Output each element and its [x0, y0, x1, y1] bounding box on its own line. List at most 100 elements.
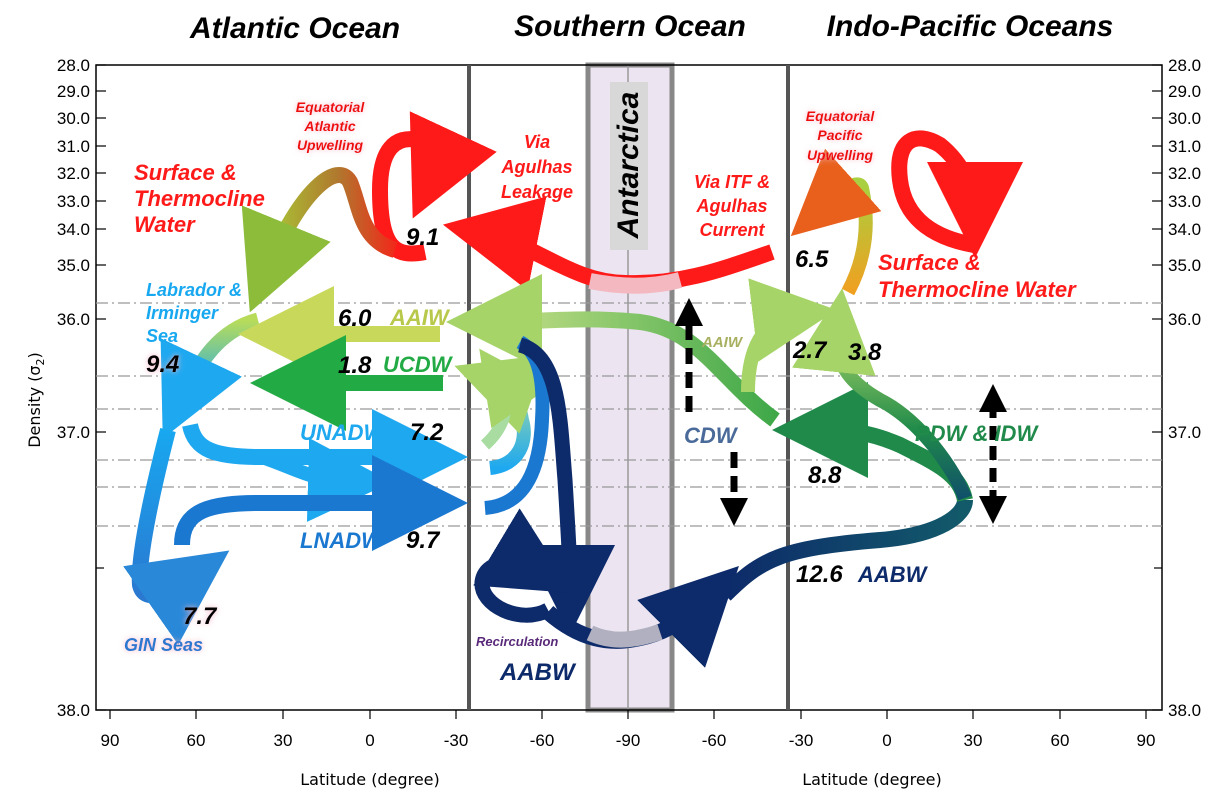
atlantic-unadw-branch-arrow [259, 437, 392, 522]
y-tick-labels-left: 28.0 29.0 30.0 31.0 32.0 33.0 34.0 35.0 … [57, 56, 90, 720]
ytick: 28.0 [57, 56, 90, 75]
svg-text:Via: Via [524, 132, 550, 152]
atlantic-surface-water-label: Surface & Thermocline Water [134, 160, 265, 237]
pdw-idw-label: PDW & IDW [915, 421, 1039, 446]
atlantic-lnadw-arrow [174, 455, 468, 551]
plot-frame [95, 64, 1163, 711]
x-tick-marks [109, 710, 1147, 719]
ytick: 38.0 [1168, 701, 1201, 720]
svg-text:Thermocline: Thermocline [134, 186, 265, 211]
pacific-surface-water-label: Surface & Thermocline Water [878, 250, 1077, 302]
xtick: 90 [1137, 731, 1156, 750]
aabw-faded-segment [586, 624, 663, 648]
value-97: 9.7 [406, 527, 441, 554]
ytick: 30.0 [57, 109, 90, 128]
recirculation-loop-arrow [473, 508, 574, 623]
svg-text:Via ITF &: Via ITF & [694, 172, 770, 192]
ytick: 28.0 [1168, 56, 1201, 75]
xtick: 0 [365, 731, 374, 750]
y-tick-labels-right: 28.0 29.0 30.0 31.0 32.0 33.0 34.0 35.0 … [1168, 56, 1201, 720]
xtick: 60 [187, 731, 206, 750]
value-94: 9.4 [146, 351, 179, 378]
xtick: -60 [702, 731, 727, 750]
value-27: 2.7 [792, 337, 828, 364]
xtick: 30 [274, 731, 293, 750]
svg-text:Labrador &: Labrador & [146, 280, 242, 300]
cdw-label: CDW [684, 423, 739, 448]
value-88: 8.8 [808, 462, 842, 489]
xtick: -90 [616, 731, 641, 750]
itf-agulhas-label: Via ITF & Agulhas Current [694, 172, 770, 240]
atlantic-aaiw-label: AAIW [389, 305, 451, 330]
ytick: 37.0 [57, 423, 90, 442]
x-axis-label-right: Latitude (degree) [802, 770, 942, 789]
ytick: 32.0 [1168, 164, 1201, 183]
svg-text:Pacific: Pacific [817, 127, 862, 143]
ytick: 37.0 [1168, 423, 1201, 442]
svg-text:Atlantic: Atlantic [303, 118, 356, 134]
pacific-upwelling-label: Equatorial Pacific Upwelling [806, 108, 876, 163]
southern-lnadw-loop-arrow [484, 335, 550, 515]
atlantic-surface-water-arrow [241, 167, 398, 313]
svg-text:Leakage: Leakage [501, 182, 573, 202]
ytick: 34.0 [1168, 220, 1201, 239]
lnadw-label: LNADW [300, 528, 384, 553]
southern-upper-loop-2-arrow [479, 348, 551, 450]
labrador-sinking-arrow [160, 312, 261, 439]
value-91: 9.1 [406, 224, 439, 251]
svg-text:Upwelling: Upwelling [297, 137, 364, 153]
svg-text:Agulhas: Agulhas [500, 157, 572, 177]
xtick: -60 [530, 731, 555, 750]
southern-aaiw-arrow [446, 273, 780, 427]
svg-text:Equatorial: Equatorial [296, 99, 366, 115]
unadw-label: UNADW [300, 420, 387, 445]
value-126: 12.6 [796, 561, 843, 588]
pacific-surface-water-arrow [790, 148, 882, 296]
svg-text:Upwelling: Upwelling [807, 147, 874, 163]
gin-seas-overflow-arrow [123, 428, 230, 645]
x-tick-labels: 90 60 30 0 -30 -60 -90 -60 -30 0 30 60 9… [101, 731, 1156, 750]
value-18: 1.8 [338, 352, 372, 379]
x-axis-label-left: Latitude (degree) [300, 770, 440, 789]
atlantic-upwelling-label: Equatorial Atlantic Upwelling [296, 99, 366, 153]
ytick: 32.0 [57, 164, 90, 183]
ytick: 33.0 [57, 192, 90, 211]
labrador-label: Labrador & Irminger Sea [146, 280, 242, 346]
ytick: 34.0 [57, 220, 90, 239]
xtick: 30 [964, 731, 983, 750]
title-atlantic: Atlantic Ocean [189, 12, 400, 45]
xtick: -30 [789, 731, 814, 750]
southern-aabw-label: AABW [499, 659, 577, 686]
svg-text:Water: Water [134, 212, 196, 237]
y-tick-marks [96, 64, 1162, 711]
ytick: 36.0 [57, 310, 90, 329]
ytick: 33.0 [1168, 192, 1201, 211]
svg-text:9.4: 9.4 [146, 351, 179, 378]
xtick: 90 [101, 731, 120, 750]
svg-text:GIN Seas: GIN Seas [124, 635, 203, 655]
value-60: 6.0 [338, 305, 372, 332]
antarctica-label-bg [610, 82, 648, 250]
atlantic-unadw-arrow [182, 409, 468, 505]
svg-text:Surface &: Surface & [134, 160, 237, 185]
svg-text:Sea: Sea [146, 326, 178, 346]
value-65: 6.5 [795, 246, 829, 273]
antarctica-label: Antarctica [612, 92, 645, 240]
ucdw-label: UCDW [383, 352, 454, 377]
title-southern: Southern Ocean [514, 10, 746, 43]
ytick: 29.0 [57, 82, 90, 101]
svg-text:Irminger: Irminger [146, 303, 219, 323]
ytick: 31.0 [1168, 137, 1201, 156]
gin-seas-label: GIN Seas [124, 635, 203, 655]
svg-text:Current: Current [699, 220, 765, 240]
value-38: 3.8 [848, 339, 882, 366]
xtick: 60 [1051, 731, 1070, 750]
pacific-aabw-arrow [719, 498, 973, 601]
svg-text:Equatorial: Equatorial [806, 108, 876, 124]
ytick: 30.0 [1168, 109, 1201, 128]
southern-aaiw-label: AAIW [701, 334, 744, 351]
value-72: 7.2 [410, 419, 444, 446]
ytick: 38.0 [57, 701, 90, 720]
pacific-aaiw-branch-arrow [741, 278, 837, 393]
